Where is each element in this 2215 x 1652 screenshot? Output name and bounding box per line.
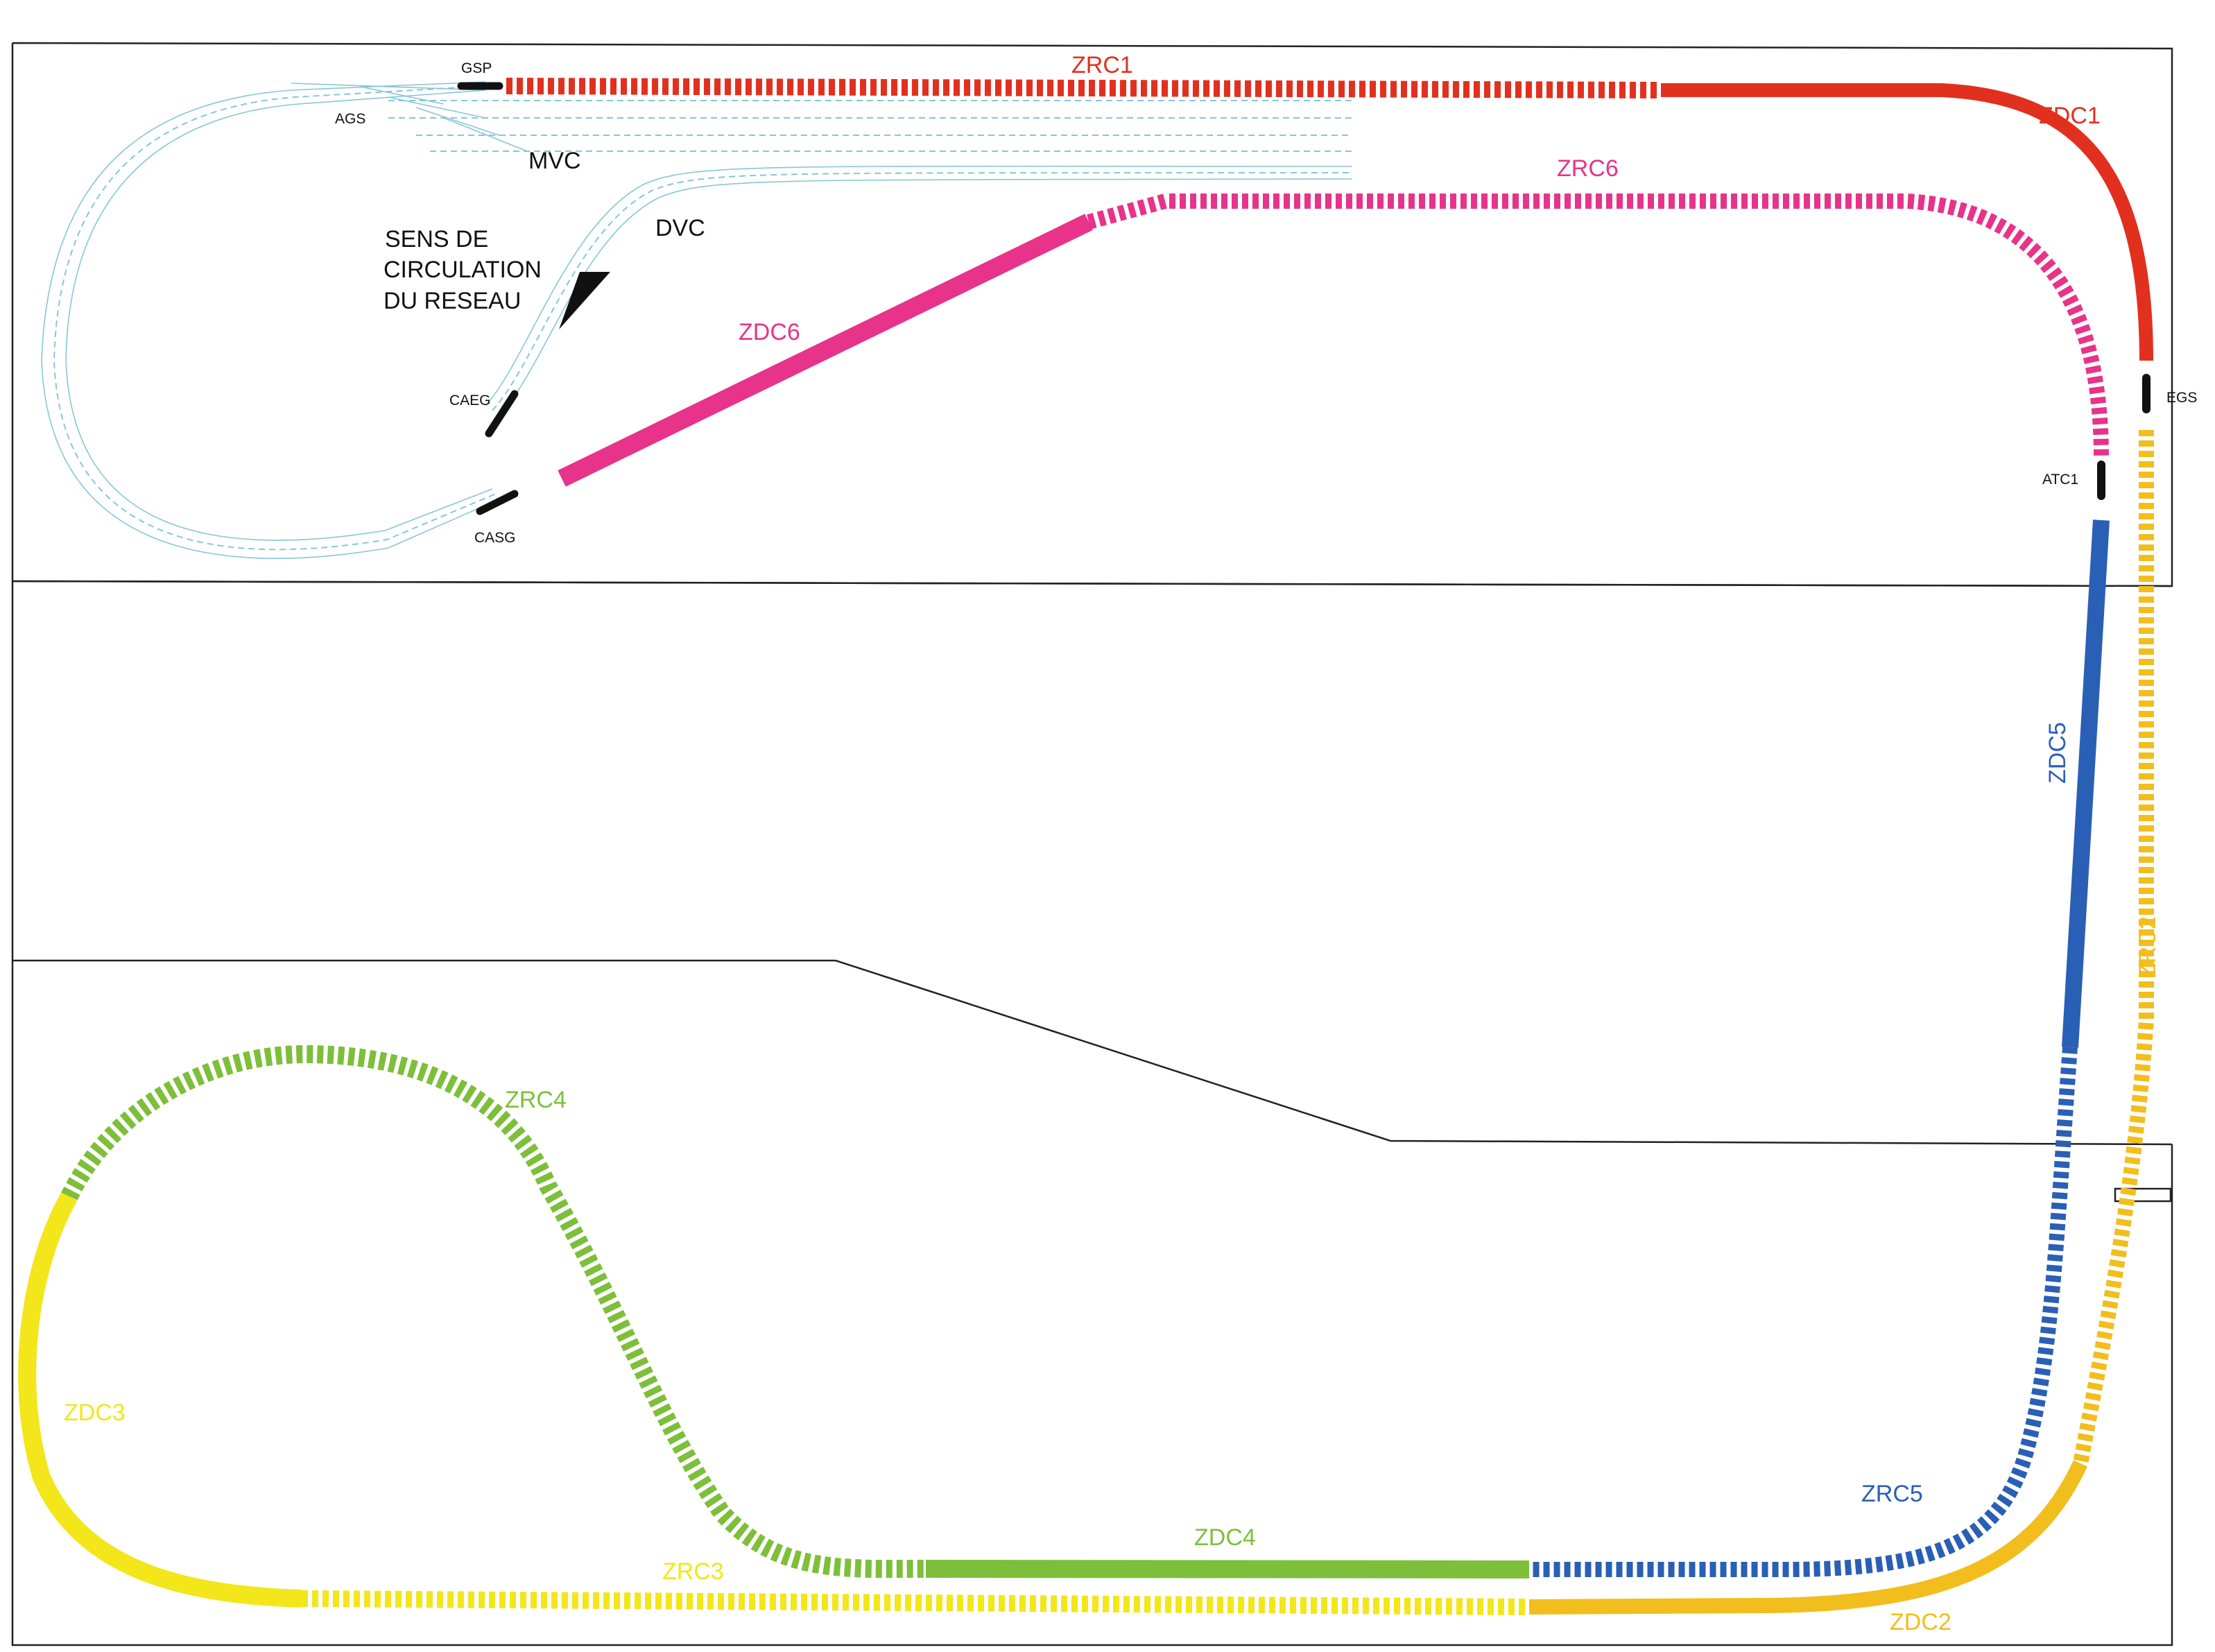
label-casg: CASG (474, 530, 516, 546)
label-zdc4: ZDC4 (1194, 1524, 1256, 1551)
label-mvc: MVC (528, 148, 581, 174)
zone-zdc6-track (558, 214, 1093, 487)
board-divider-middle (12, 580, 2173, 587)
zone-zrc1-track (506, 78, 1662, 98)
label-zdc3: ZDC3 (64, 1400, 126, 1426)
hidden-loop-center (53, 85, 497, 551)
zone-zrc2-track (2073, 430, 2154, 1465)
label-gsp: GSP (461, 60, 492, 76)
baseboard-outline (11, 42, 2173, 1646)
station-labels: MVC DVC SENS DE CIRCULATION DU RESEAU (383, 148, 705, 314)
contact-caeg-marker (485, 390, 519, 438)
label-zdc1: ZDC1 (2039, 103, 2101, 129)
hidden-return-center (492, 172, 1353, 411)
contact-casg-marker (476, 490, 519, 515)
label-zrc1: ZRC1 (1071, 52, 1133, 78)
board-lower-divider (12, 959, 2173, 1146)
label-zdc6: ZDC6 (739, 319, 800, 345)
direction-line-3: DU RESEAU (383, 288, 521, 314)
direction-arrow-icon (559, 272, 610, 329)
zone-zdc5-track (2062, 519, 2110, 1048)
zone-zdc3-track (18, 1191, 302, 1608)
zone-zdc2-track (1528, 1460, 2087, 1615)
label-atc1: ATC1 (2042, 472, 2078, 488)
label-zrc6: ZRC6 (1557, 155, 1619, 182)
hidden-loop-outer (41, 81, 500, 560)
hidden-loop-inner (65, 89, 493, 541)
track-zones (18, 78, 2154, 1615)
zone-zdc1-track (1661, 83, 2153, 361)
zone-zrc4-track (61, 1044, 926, 1578)
contact-labels: GSP AGS CAEG CASG EGS ATC1 (335, 60, 2197, 546)
contact-markers (457, 82, 2151, 515)
direction-line-1: SENS DE (385, 226, 488, 252)
label-zrc4: ZRC4 (505, 1087, 567, 1113)
hidden-return-inner (499, 178, 1353, 417)
label-zdc5: ZDC5 (2044, 722, 2071, 784)
board-bottom-outline (11, 581, 2173, 1646)
label-zrc5: ZRC5 (1861, 1481, 1923, 1507)
zone-zrc3-track (301, 1590, 1530, 1615)
hidden-return-outer (485, 165, 1353, 406)
zone-labels: ZRC1 ZDC1 ZRC6 ZDC6 ZDC5 ZRC2 ZRC4 ZDC3 … (64, 52, 2161, 1635)
label-egs: EGS (2166, 390, 2197, 406)
label-dvc: DVC (655, 215, 705, 241)
board-connector (2114, 1187, 2172, 1203)
zone-zrc5-track (1529, 1047, 2078, 1577)
direction-line-2: CIRCULATION (383, 257, 542, 283)
label-zrc3: ZRC3 (662, 1558, 724, 1585)
label-zrc2: ZRC2 (2135, 916, 2161, 978)
label-caeg: CAEG (449, 393, 491, 408)
label-ags: AGS (335, 111, 365, 127)
zone-zrc6-track (1087, 193, 2109, 458)
label-zdc2: ZDC2 (1890, 1609, 1951, 1635)
hidden-staging-yard (41, 81, 1353, 560)
hidden-switch-ladder (291, 83, 528, 152)
